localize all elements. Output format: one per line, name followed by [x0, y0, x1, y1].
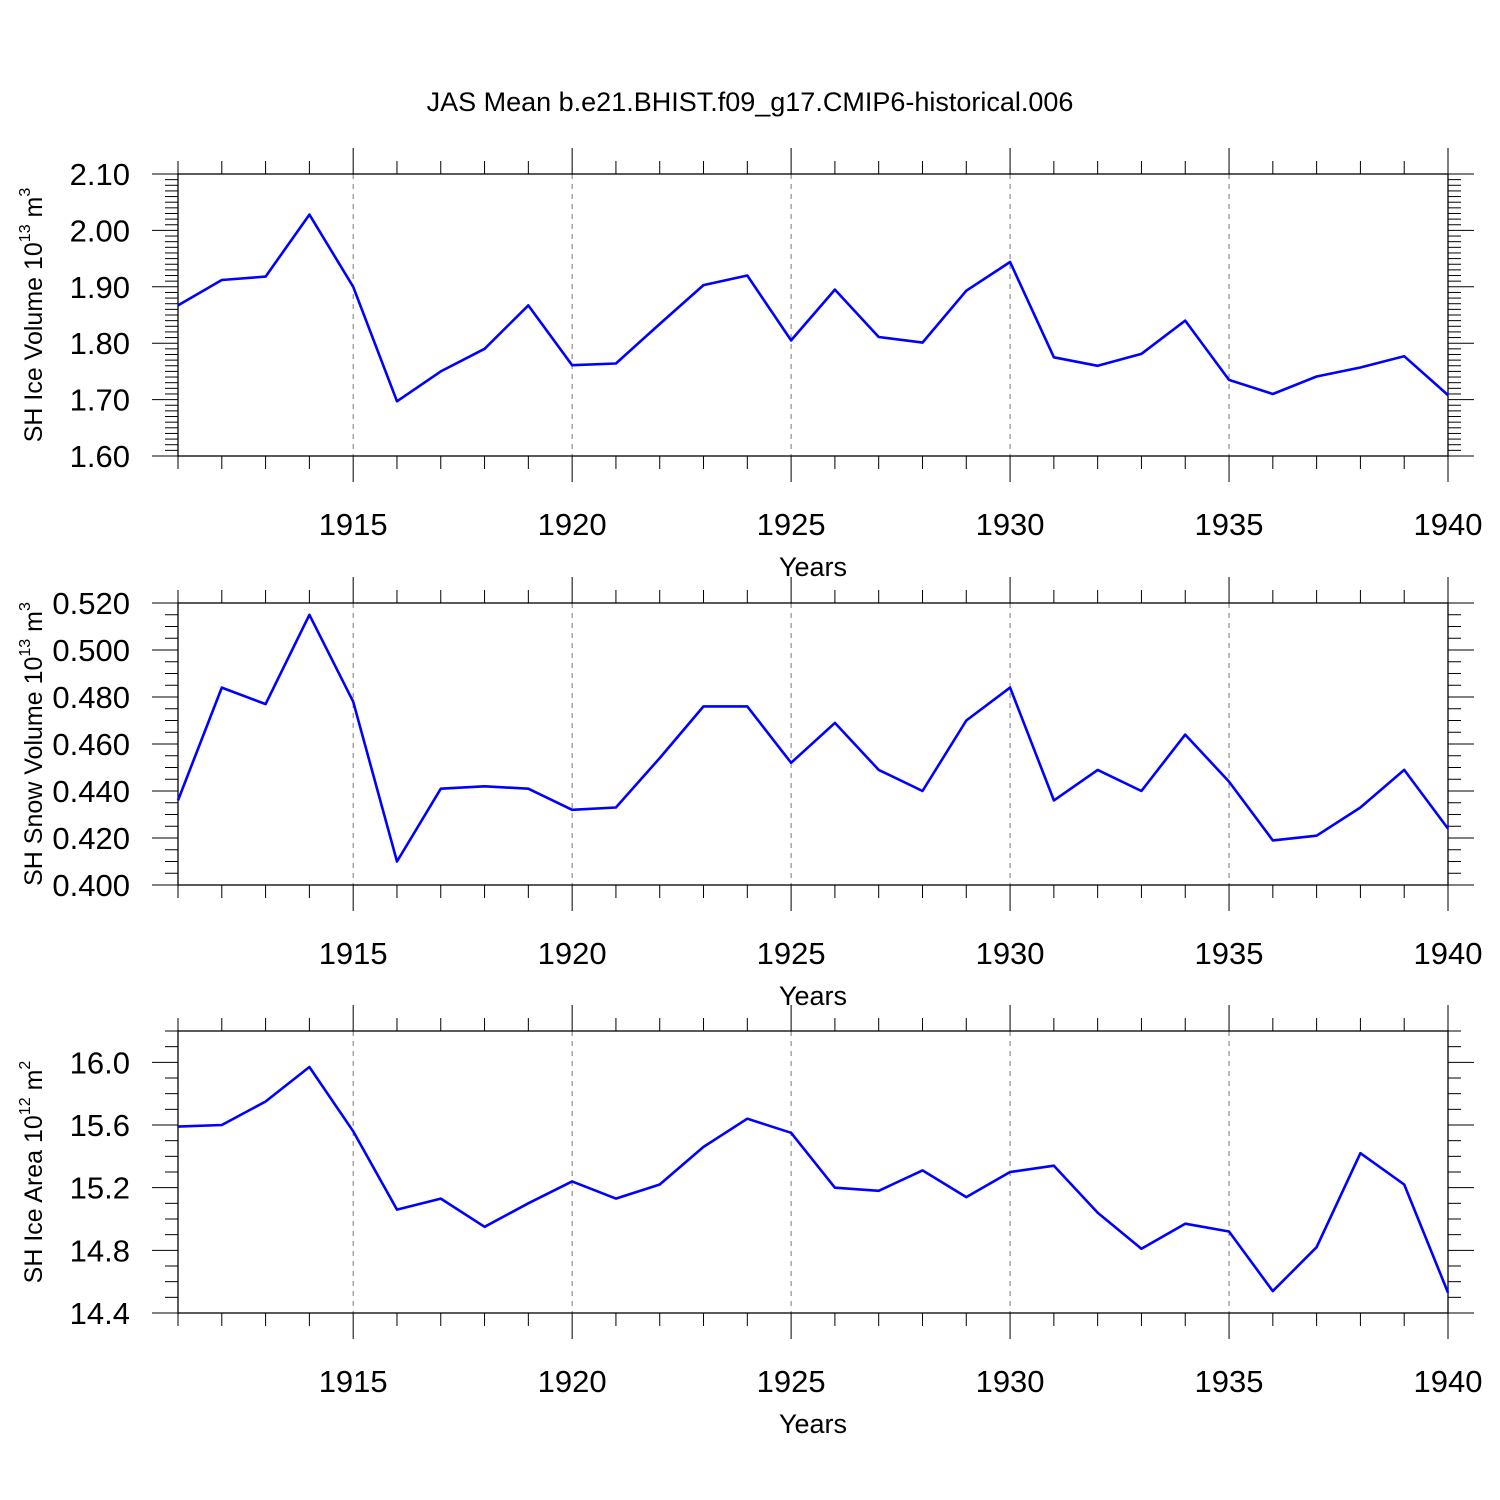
x-tick-label: 1925 [757, 936, 826, 971]
y-tick-label: 15.6 [70, 1108, 130, 1143]
y-axis-title: SH Ice Area 1012 m2 [17, 1061, 48, 1284]
y-tick-label: 0.460 [52, 727, 130, 762]
y-tick-label: 15.2 [70, 1171, 130, 1206]
x-tick-label: 1935 [1195, 936, 1264, 971]
y-tick-label: 0.400 [52, 868, 130, 903]
x-tick-label: 1930 [976, 507, 1045, 542]
y-tick-label: 14.8 [70, 1233, 130, 1268]
x-tick-label: 1915 [319, 507, 388, 542]
x-tick-label: 1935 [1195, 1364, 1264, 1399]
x-axis-title: Years [779, 981, 847, 1011]
y-tick-label: 14.4 [70, 1296, 130, 1331]
series-line [177, 213, 1449, 403]
y-tick-label: 1.70 [70, 383, 130, 418]
x-tick-label: 1930 [976, 1364, 1045, 1399]
y-axis-title: SH Snow Volume 1013 m3 [17, 602, 48, 886]
y-tick-label: 0.480 [52, 680, 130, 715]
x-tick-label: 1920 [538, 1364, 607, 1399]
snow-volume-panel: 0.400 0.420 0.440 0.460 0.480 0.500 0.520 1915 1… [17, 577, 1482, 1011]
y-axis-title-superscript: 12 [17, 1097, 34, 1115]
y-axis-title-superscript: 3 [17, 602, 34, 611]
x-tick-label: 1920 [538, 507, 607, 542]
x-tick-label: 1915 [319, 936, 388, 971]
y-axis-title-part: SH Snow Volume 10 [20, 657, 48, 886]
y-axis-title-part: SH Ice Volume 10 [20, 242, 48, 442]
y-axis-title-superscript: 13 [17, 224, 34, 242]
ice-volume-panel: 1.60 1.70 1.80 1.90 2.00 2.10 1915 1920 1925 1930… [17, 148, 1482, 582]
y-tick-label: 1.80 [70, 326, 130, 361]
y-axis-title-part: SH Ice Area 10 [20, 1115, 48, 1283]
x-tick-label: 1915 [319, 1364, 388, 1399]
y-tick-label: 0.420 [52, 821, 130, 856]
y-tick-label: 1.60 [70, 439, 130, 474]
x-tick-label: 1925 [757, 1364, 826, 1399]
x-tick-label: 1930 [976, 936, 1045, 971]
x-tick-label: 1920 [538, 936, 607, 971]
y-axis-title-superscript: 13 [17, 639, 34, 657]
y-tick-label: 0.500 [52, 633, 130, 668]
x-axis-title: Years [779, 552, 847, 582]
y-axis-title-part: m [20, 197, 48, 225]
y-tick-label: 1.90 [70, 270, 130, 305]
x-tick-label: 1935 [1195, 507, 1264, 542]
y-tick-label: 2.00 [70, 213, 130, 248]
y-tick-label: 0.520 [52, 586, 130, 621]
y-axis-title: SH Ice Volume 1013 m3 [17, 188, 48, 443]
y-axis-title-part: m [20, 1070, 48, 1098]
x-tick-label: 1940 [1414, 936, 1483, 971]
x-tick-label: 1940 [1414, 507, 1483, 542]
x-tick-label: 1925 [757, 507, 826, 542]
series-line [176, 613, 1450, 863]
y-tick-label: 16.0 [70, 1045, 130, 1080]
chart-title: JAS Mean b.e21.BHIST.f09_g17.CMIP6-histo… [427, 87, 1074, 117]
ice-area-panel: 14.4 14.8 15.2 15.6 16.0 1915 1920 1925 1930 1935… [17, 1005, 1482, 1439]
y-axis-title-superscript: 2 [17, 1061, 34, 1070]
y-tick-label: 0.440 [52, 774, 130, 809]
x-tick-label: 1940 [1414, 1364, 1483, 1399]
y-axis-title-superscript: 3 [17, 188, 34, 197]
y-tick-label: 2.10 [70, 157, 130, 192]
y-axis-title-part: m [20, 611, 48, 639]
series-line [177, 1065, 1450, 1294]
x-axis-title: Years [779, 1409, 847, 1439]
